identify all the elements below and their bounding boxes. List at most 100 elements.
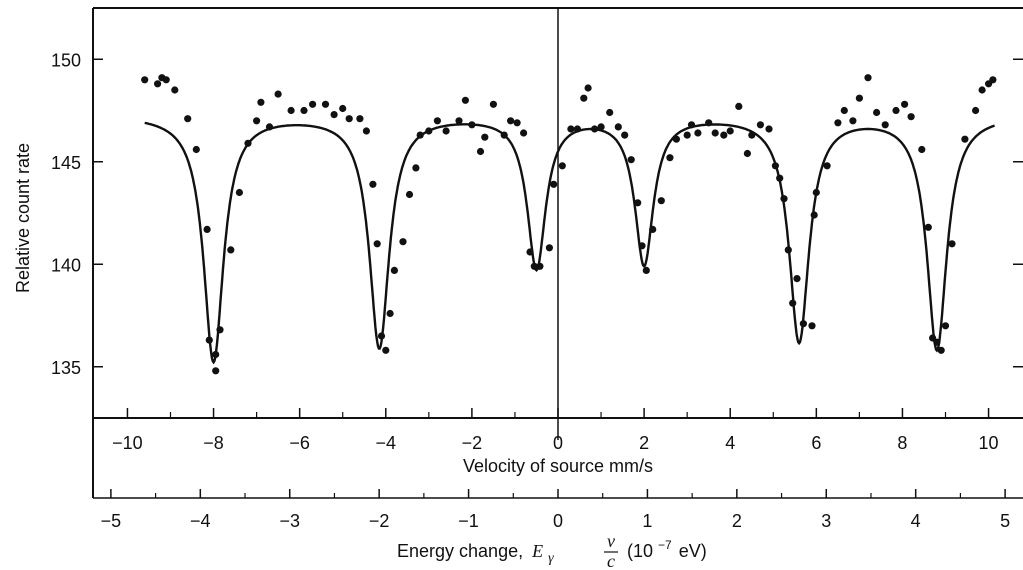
data-point xyxy=(203,225,211,233)
data-point xyxy=(362,127,370,135)
data-point xyxy=(683,131,691,139)
data-point xyxy=(377,332,386,340)
energy-tick-label: −3 xyxy=(279,511,300,531)
energy-axis-ticks: −5 −4 −3 −2 −1 0 1 2 3 4 5 xyxy=(101,489,1010,531)
energy-tick-label: 0 xyxy=(553,511,563,531)
data-point xyxy=(907,113,915,121)
data-point xyxy=(765,125,773,133)
energy-axis-title-unit-exponent: −7 xyxy=(658,538,672,552)
data-point xyxy=(545,244,554,252)
x-tick-label: −6 xyxy=(289,433,310,453)
energy-tick-label: −1 xyxy=(458,511,479,531)
energy-axis-title-subscript: γ xyxy=(548,551,554,566)
data-point xyxy=(405,190,414,199)
data-point xyxy=(849,117,857,125)
data-point xyxy=(481,133,489,141)
data-point xyxy=(743,149,752,158)
data-point xyxy=(810,211,818,219)
data-point xyxy=(373,240,381,248)
data-point xyxy=(520,129,528,137)
data-point xyxy=(382,346,390,354)
data-point xyxy=(162,76,170,84)
data-point xyxy=(287,106,295,115)
data-point xyxy=(793,275,801,283)
data-point xyxy=(356,115,364,123)
data-point xyxy=(756,121,765,129)
data-point xyxy=(154,80,162,88)
data-point xyxy=(855,94,864,102)
data-point xyxy=(642,266,650,274)
data-point xyxy=(584,84,592,92)
data-point xyxy=(657,197,665,205)
y-axis-ticks: 135 140 145 150 xyxy=(51,50,1023,378)
data-point xyxy=(476,147,485,156)
data-point xyxy=(948,240,956,248)
energy-axis-title-text: Energy change, xyxy=(397,541,523,561)
y-tick-label: 145 xyxy=(51,153,81,173)
data-point xyxy=(536,262,544,270)
data-point xyxy=(638,242,646,250)
energy-tick-label: 4 xyxy=(911,511,921,531)
data-point xyxy=(834,119,842,127)
energy-axis-title-numerator: v xyxy=(607,531,615,551)
data-point xyxy=(442,127,450,135)
data-point xyxy=(735,102,743,110)
data-point xyxy=(694,129,702,137)
data-point xyxy=(412,164,420,172)
data-point xyxy=(972,106,980,115)
x-tick-label: 8 xyxy=(897,433,907,453)
data-point xyxy=(274,90,282,98)
data-point xyxy=(705,119,713,127)
data-point xyxy=(573,125,582,133)
energy-tick-label: 5 xyxy=(1000,511,1010,531)
data-point xyxy=(500,131,508,139)
data-point xyxy=(321,100,330,108)
data-point xyxy=(606,108,614,117)
data-point xyxy=(901,100,909,108)
data-point xyxy=(300,106,308,115)
data-point xyxy=(558,162,566,170)
data-point xyxy=(309,100,317,108)
x-tick-label: 6 xyxy=(811,433,821,453)
x-tick-label: 4 xyxy=(725,433,735,453)
data-point xyxy=(649,225,657,233)
data-point xyxy=(526,248,534,256)
data-point xyxy=(780,195,788,203)
data-point xyxy=(433,117,441,125)
velocity-axis-ticks: −10 −8 −6 −4 −2 0 2 4 6 8 10 xyxy=(112,408,999,453)
data-point xyxy=(924,223,932,231)
data-point xyxy=(227,246,235,254)
data-point xyxy=(416,131,424,139)
data-point xyxy=(235,188,243,197)
data-point xyxy=(892,106,900,115)
x-tick-label: −2 xyxy=(462,433,483,453)
data-point xyxy=(216,326,224,334)
data-point xyxy=(265,123,274,131)
x-tick-label: −8 xyxy=(203,433,224,453)
data-point xyxy=(771,162,780,170)
data-point xyxy=(184,115,192,123)
data-point xyxy=(978,86,986,94)
energy-axis-title-unit-pre: (10 xyxy=(627,541,653,561)
data-point xyxy=(784,246,792,254)
energy-tick-label: −2 xyxy=(369,511,390,531)
y-tick-label: 140 xyxy=(51,255,81,275)
data-point xyxy=(937,346,945,354)
data-point xyxy=(330,111,338,119)
data-point xyxy=(711,129,719,137)
y-axis-title: Relative count rate xyxy=(13,143,33,293)
velocity-axis-title: Velocity of source mm/s xyxy=(463,456,653,476)
energy-axis-title-denominator: c xyxy=(607,551,615,570)
data-point xyxy=(941,322,950,330)
svg-text:(10 −7 eV): (10 −7 eV) xyxy=(627,533,707,561)
data-point xyxy=(726,127,734,135)
data-point xyxy=(468,121,476,129)
data-point xyxy=(212,350,220,359)
data-point xyxy=(567,125,575,133)
data-point xyxy=(489,100,497,108)
data-point xyxy=(530,262,538,270)
energy-tick-label: −5 xyxy=(101,511,122,531)
data-point xyxy=(390,266,398,274)
data-point xyxy=(550,180,558,188)
data-point xyxy=(455,117,463,125)
